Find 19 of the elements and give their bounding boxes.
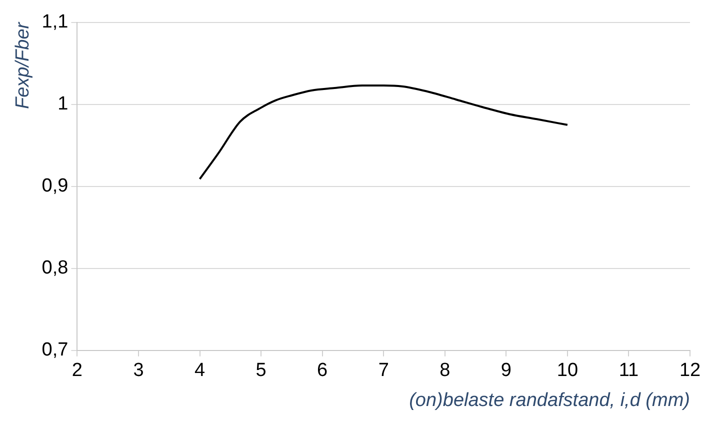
x-tick-label: 9 [500,360,512,382]
x-tick-label: 12 [679,360,701,382]
y-tick-label: 1 [58,94,68,115]
y-axis-title: Fexp/Fber [12,22,34,109]
x-tick-label: 7 [378,360,389,382]
x-tick-label: 4 [194,360,206,382]
y-tick-label: 0,7 [42,340,68,361]
x-tick-label: 2 [72,360,82,382]
x-axis-title: (on)belaste randafstand, i,d (mm) [409,390,690,411]
x-tick-label: 6 [317,360,328,382]
y-tick-label: 0,9 [42,176,68,197]
y-tick-label: 0,8 [42,258,68,279]
line-series [198,84,568,180]
x-tick-label: 11 [618,360,639,382]
y-tick-label: 1,1 [42,12,68,33]
x-tick-label: 3 [133,360,144,382]
x-tick-label: 5 [256,360,266,382]
x-tick-label: 10 [556,360,578,382]
x-tick-label: 8 [440,360,450,382]
